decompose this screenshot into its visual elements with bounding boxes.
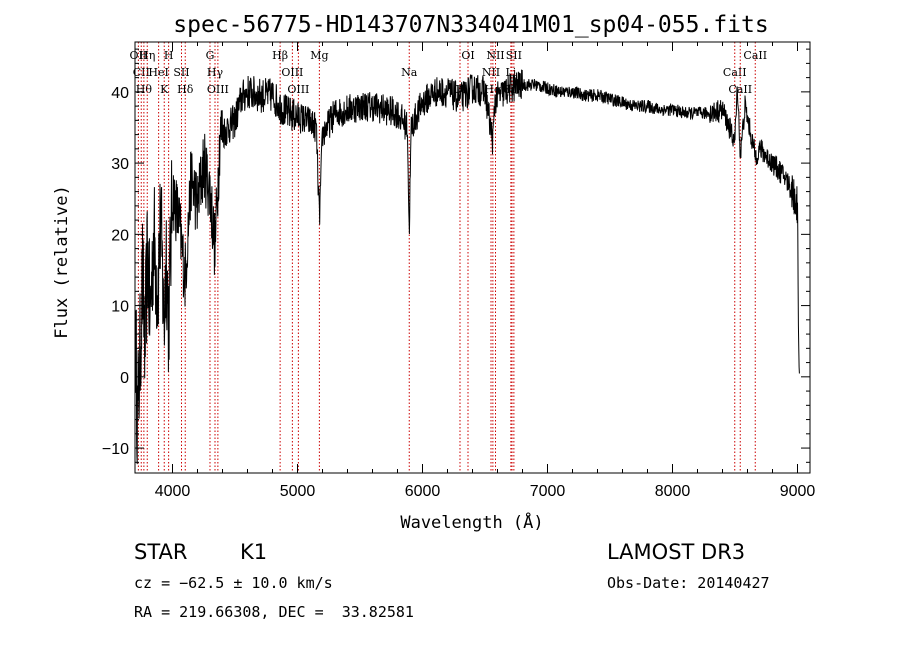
x-tick-label: 8000 — [655, 483, 691, 500]
chart-title: spec-56775-HD143707N334041M01_sp04-055.f… — [173, 12, 768, 38]
y-tick-label: 20 — [111, 227, 129, 244]
x-tick-label: 4000 — [155, 483, 191, 500]
line-marker-label: OII — [130, 49, 148, 62]
line-marker-label: OIII — [207, 83, 229, 96]
x-axis-label: Wavelength (Å) — [400, 511, 543, 533]
redshift-text: cz = −62.5 ± 10.0 km/s — [134, 574, 333, 592]
y-tick-label: 0 — [120, 370, 129, 387]
y-tick-label: 30 — [111, 156, 129, 173]
line-marker-label: G — [206, 49, 215, 62]
line-marker-label: K — [160, 83, 169, 96]
line-marker-label: CaII — [743, 49, 767, 62]
y-tick-label: 40 — [111, 85, 129, 102]
line-marker-label: Na — [401, 66, 418, 79]
line-marker-label: NII — [486, 49, 504, 62]
plot-frame — [134, 41, 811, 474]
x-tick-label: 9000 — [780, 483, 816, 500]
line-marker-label: Hγ — [207, 66, 224, 79]
line-marker-label: CII — [133, 66, 150, 79]
line-marker-label: Hδ — [177, 83, 194, 96]
y-tick-label: 10 — [111, 299, 129, 316]
line-marker-label: Li — [505, 66, 516, 79]
y-tick-label: −10 — [102, 441, 129, 458]
object-class: STAR — [134, 540, 188, 564]
x-tick-label: 7000 — [530, 483, 566, 500]
object-subclass: K1 — [240, 540, 268, 564]
line-marker-label: SII — [506, 49, 522, 62]
x-tick-label: 6000 — [405, 483, 441, 500]
line-marker-label: CaII — [723, 66, 747, 79]
y-axis-label: Flux (relative) — [52, 185, 72, 339]
x-tick-label: 5000 — [280, 483, 316, 500]
line-marker-label: CaII — [728, 83, 752, 96]
line-marker-label: OIII — [281, 66, 303, 79]
line-marker-label: Mg — [310, 49, 328, 62]
obs-date: Obs-Date: 20140427 — [607, 574, 770, 592]
line-marker-label: OI — [461, 49, 474, 62]
line-marker-label: H — [164, 49, 174, 62]
line-marker-label: SII — [173, 66, 189, 79]
axis-ticks: 4000 5000 6000 7000 8000 9000 −10 0 10 20 30 40 — [102, 42, 816, 500]
spectrum-line — [135, 69, 800, 465]
line-marker-label: Hβ — [272, 49, 288, 62]
emission-line-markers: OII CII Hθ Hη HeI K H SII Hδ G Hγ OIII Hβ OIII OIII Mg N… — [130, 42, 767, 473]
line-marker-label: Hη — [139, 49, 155, 62]
survey-name: LAMOST DR3 — [607, 540, 746, 564]
line-marker-label: NII — [482, 66, 500, 79]
line-marker-label: Hθ — [136, 83, 153, 96]
coordinates-text: RA = 219.66308, DEC = 33.82581 — [134, 603, 414, 621]
line-marker-label: OIII — [287, 83, 309, 96]
line-marker-label: HeI — [148, 66, 168, 79]
